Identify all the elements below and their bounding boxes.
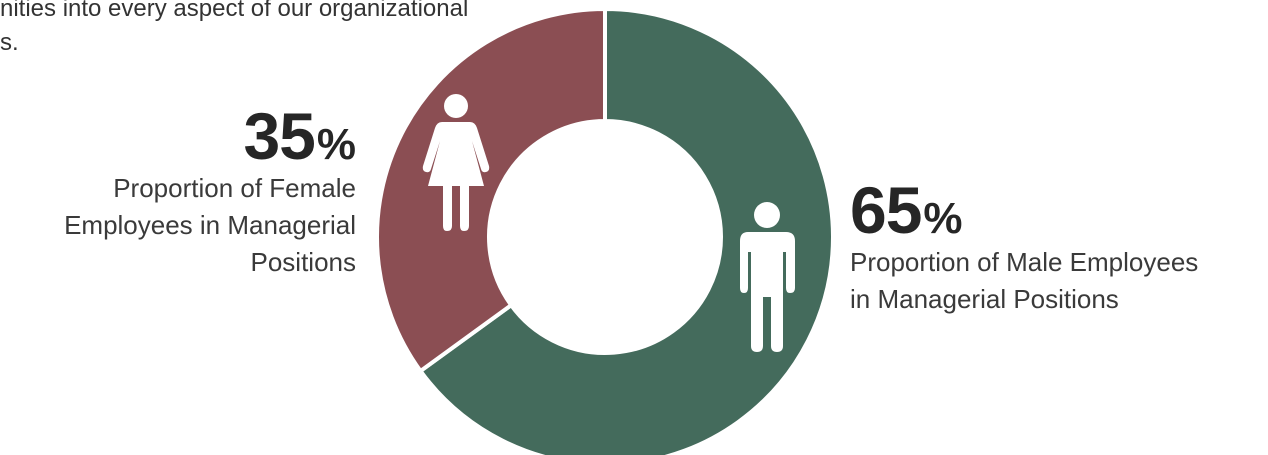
intro-paragraph: nities into every aspect of our organiza… [0, 0, 469, 56]
donut-slices [375, 6, 835, 455]
female-slice [375, 6, 607, 374]
female-stat: 35% Proportion of Female Employees in Ma… [64, 100, 356, 281]
female-stat-label: Proportion of Female Employees in Manage… [64, 173, 356, 277]
female-percentage-value: 35 [243, 99, 315, 173]
female-stat-value-line: 35% [64, 100, 356, 172]
male-person-icon [740, 202, 795, 352]
male-stat-value-line: 65% [850, 174, 1198, 246]
male-percentage-unit: % [923, 194, 963, 243]
male-stat: 65% Proportion of Male Employees in Mana… [850, 174, 1198, 318]
female-percentage-unit: % [316, 120, 356, 169]
male-slice [417, 6, 835, 455]
male-percentage-value: 65 [850, 173, 922, 247]
male-stat-label: Proportion of Male Employees in Manageri… [850, 247, 1199, 314]
female-person-icon [422, 94, 490, 231]
